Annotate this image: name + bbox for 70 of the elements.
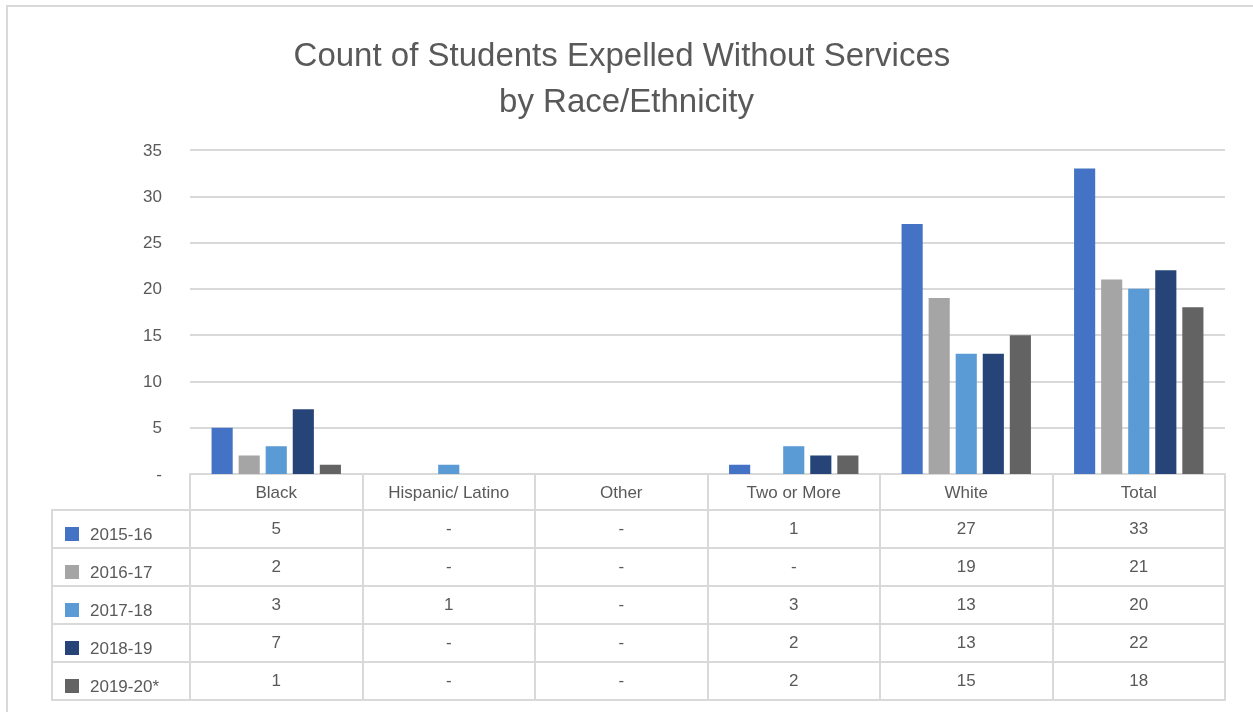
y-tick-label: 15 bbox=[143, 325, 162, 345]
legend-label: 2018-19 bbox=[90, 638, 153, 658]
data-label: 1 bbox=[362, 586, 535, 624]
bar bbox=[211, 427, 233, 474]
bar bbox=[265, 446, 287, 474]
x-tick-label: Hispanic/ Latino bbox=[388, 483, 510, 502]
data-label: - bbox=[362, 624, 535, 662]
legend-label: 2016-17 bbox=[90, 562, 153, 582]
data-label: 3 bbox=[707, 586, 880, 624]
data-label: 19 bbox=[880, 548, 1053, 586]
data-label: 2 bbox=[707, 624, 880, 662]
legend-label: 2019-20* bbox=[90, 676, 160, 696]
x-tick-label: White bbox=[944, 483, 988, 502]
x-tick-label: Two or More bbox=[746, 483, 841, 502]
bar bbox=[1009, 335, 1031, 474]
data-label: 13 bbox=[880, 586, 1053, 624]
x-tick-label: Black bbox=[255, 483, 298, 502]
data-label: 5 bbox=[190, 510, 363, 548]
legend-label: 2017-18 bbox=[90, 600, 153, 620]
data-label: - bbox=[535, 548, 708, 586]
bar bbox=[1101, 279, 1123, 474]
data-label: 2 bbox=[707, 662, 880, 700]
y-tick-label: 20 bbox=[143, 279, 162, 299]
bar bbox=[928, 298, 950, 474]
data-label: - bbox=[362, 548, 535, 586]
data-label: 21 bbox=[1052, 548, 1225, 586]
y-tick-label: 5 bbox=[152, 418, 162, 438]
data-label: 2 bbox=[190, 548, 363, 586]
data-label: 1 bbox=[190, 662, 363, 700]
bar bbox=[955, 353, 977, 474]
bar bbox=[729, 464, 751, 474]
bar bbox=[901, 224, 923, 474]
data-label: - bbox=[362, 662, 535, 700]
y-tick-label: 30 bbox=[143, 186, 162, 206]
y-tick-label: 25 bbox=[143, 233, 162, 253]
data-label: 13 bbox=[880, 624, 1053, 662]
data-label: - bbox=[535, 624, 708, 662]
bar bbox=[1128, 288, 1150, 474]
bar bbox=[438, 464, 460, 474]
data-label: - bbox=[535, 510, 708, 548]
data-label: 27 bbox=[880, 510, 1053, 548]
bar bbox=[783, 446, 805, 474]
data-label: 1 bbox=[707, 510, 880, 548]
y-tick-label: 35 bbox=[143, 140, 162, 160]
bar bbox=[837, 455, 859, 474]
bar bbox=[319, 464, 341, 474]
data-label: - bbox=[535, 662, 708, 700]
bar bbox=[1155, 270, 1177, 474]
data-label: 3 bbox=[190, 586, 363, 624]
bar bbox=[238, 455, 260, 474]
data-label: 22 bbox=[1052, 624, 1225, 662]
bar bbox=[982, 353, 1004, 474]
data-label: 18 bbox=[1052, 662, 1225, 700]
data-label: 33 bbox=[1052, 510, 1225, 548]
y-tick-label: - bbox=[156, 464, 162, 484]
data-label: 7 bbox=[190, 624, 363, 662]
bar bbox=[1182, 307, 1204, 474]
bar bbox=[810, 455, 832, 474]
x-tick-label: Other bbox=[599, 483, 643, 502]
x-tick-label: Total bbox=[1120, 483, 1157, 502]
data-label: 15 bbox=[880, 662, 1053, 700]
bar bbox=[292, 409, 314, 474]
chart-title: Count of Students Expelled Without Services by Race/Ethnicity bbox=[293, 35, 960, 119]
data-label: 20 bbox=[1052, 586, 1225, 624]
data-label: - bbox=[535, 586, 708, 624]
data-label: - bbox=[362, 510, 535, 548]
bar bbox=[1074, 168, 1096, 474]
legend-label: 2015-16 bbox=[90, 524, 153, 544]
data-label: - bbox=[707, 548, 880, 586]
y-tick-label: 10 bbox=[143, 371, 162, 391]
